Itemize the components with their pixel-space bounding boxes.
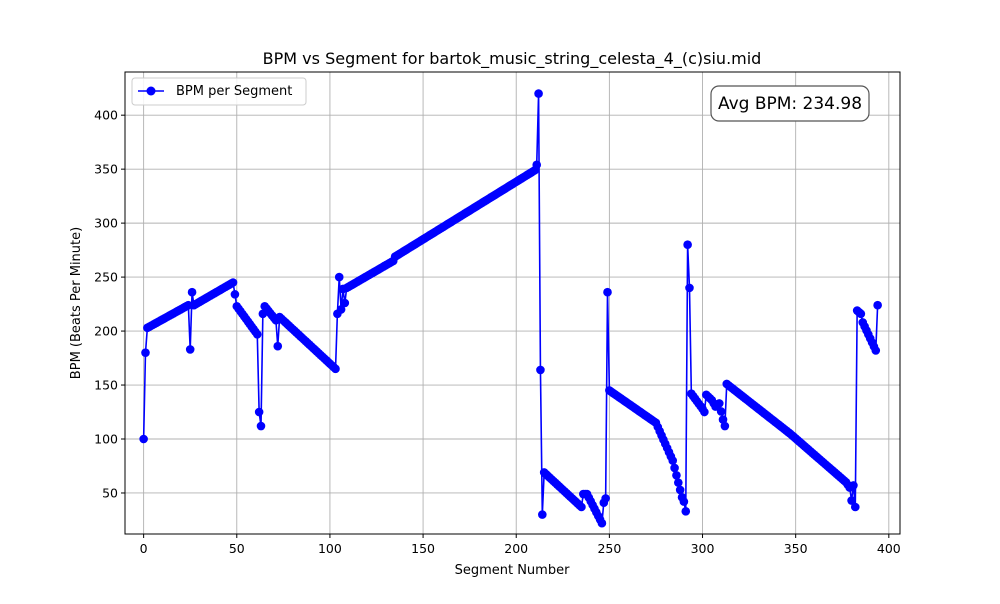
data-point: [718, 415, 728, 424]
y-tick-label: 350: [94, 162, 118, 177]
y-axis-label: BPM (Beats Per Minute): [69, 227, 84, 379]
grid: [125, 72, 900, 534]
x-tick-label: 0: [140, 541, 148, 556]
data-point: [668, 456, 678, 465]
data-point: [252, 330, 262, 339]
data-point: [670, 463, 679, 473]
data-point: [230, 290, 240, 299]
data-point: [850, 502, 860, 512]
data-point: [334, 272, 344, 282]
legend-box: [131, 77, 307, 106]
data-point: [679, 497, 689, 506]
y-tick-label: 50: [102, 485, 118, 500]
data-point: [141, 348, 150, 357]
data-point: [577, 502, 586, 512]
x-tick-label: 400: [877, 541, 901, 556]
annotation-box: [710, 85, 870, 122]
x-tick-label: 250: [597, 541, 621, 556]
y-tick-label: 100: [94, 432, 118, 447]
data-point: [601, 494, 610, 503]
data-point: [871, 346, 881, 355]
y-tick-label: 200: [94, 324, 118, 339]
x-tick-label: 350: [784, 541, 808, 556]
data-point: [714, 399, 724, 408]
x-axis-label: Segment Number: [455, 563, 571, 578]
x-tick-label: 50: [229, 541, 245, 556]
x-tick-label: 200: [504, 541, 528, 556]
data-point: [683, 240, 692, 250]
data-point: [675, 485, 685, 495]
annotation-text: Avg BPM: 234.98: [718, 94, 862, 114]
legend-marker-swatch: [146, 86, 156, 96]
data-point: [873, 300, 882, 310]
data-point: [273, 341, 283, 351]
average-annotation: Avg BPM: 234.98: [710, 85, 870, 122]
legend: BPM per Segment: [131, 77, 307, 106]
chart-title: BPM vs Segment for bartok_music_string_c…: [263, 49, 762, 69]
tick-layer: 0 50 100 150 200 250 300 350 400 50 100 150 200 250 30…: [94, 108, 901, 556]
data-point: [534, 89, 543, 98]
data-point: [856, 309, 866, 319]
data-point: [185, 345, 195, 354]
data-point: [674, 478, 683, 487]
data-point: [254, 407, 264, 417]
data-point: [603, 287, 612, 297]
y-tick-label: 250: [94, 270, 118, 285]
data-point: [340, 298, 350, 308]
series-layer: [139, 89, 882, 528]
legend-label: BPM per Segment: [176, 84, 292, 99]
y-tick-label: 300: [94, 216, 118, 231]
data-point: [331, 364, 340, 374]
data-point: [187, 287, 197, 297]
data-point: [336, 305, 346, 314]
plot-frame: [124, 71, 901, 535]
data-point: [716, 407, 726, 416]
data-point: [538, 510, 547, 519]
data-point: [685, 283, 694, 293]
y-tick-label: 150: [94, 378, 118, 393]
data-point: [228, 278, 238, 287]
data-point: [256, 421, 266, 431]
data-point: [532, 160, 542, 170]
x-tick-label: 300: [691, 541, 715, 556]
data-point: [720, 421, 730, 431]
x-tick-label: 150: [411, 541, 435, 556]
data-point: [847, 496, 856, 505]
y-tick-label: 400: [94, 108, 118, 123]
data-point: [672, 470, 681, 480]
data-point: [681, 507, 691, 516]
data-point: [700, 407, 709, 417]
data-point: [597, 518, 607, 528]
data-point: [536, 365, 545, 375]
data-point: [849, 481, 858, 490]
data-point: [139, 434, 148, 444]
x-tick-label: 100: [318, 541, 342, 556]
